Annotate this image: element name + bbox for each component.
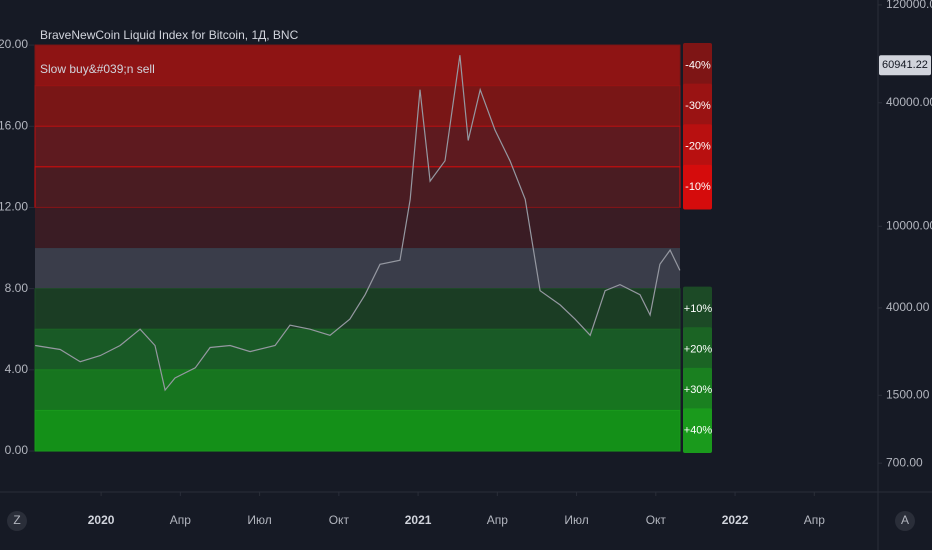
bands: -40% -30% -20% -10% +10% +20% +30% +40% [34,43,713,454]
band-label: +30% [684,384,713,396]
band-label: -10% [685,181,711,193]
indicator-name: Slow buy&#039;n sell [40,62,155,76]
band-label-box [683,124,712,169]
y-tick-label: 12.00 [0,200,28,214]
band-label-box [683,367,712,413]
band-label-box [683,408,712,454]
band [34,166,681,208]
band-label: +20% [684,343,713,355]
band-label-box [683,83,712,129]
y-tick-label: 16.00 [0,118,28,132]
band-label: -40% [685,59,711,71]
price-tag-label: 60941.22 [882,59,928,71]
band-label: -30% [685,100,711,112]
band [34,44,681,87]
x-tick-label: Окт [329,513,350,527]
band-label: +40% [684,425,713,437]
band [34,409,681,452]
x-tick-label: Апр [487,513,509,527]
band [35,207,680,249]
y2-tick-label: 1500.00 [886,387,930,401]
y-tick-label: 0.00 [5,443,29,457]
band-label-box [683,286,712,332]
x-tick-label: Июл [247,513,271,527]
x-tick-label: 2021 [405,513,432,527]
chart-title: BraveNewCoin Liquid Index for Bitcoin, 1… [40,28,299,42]
scale-button[interactable] [895,511,915,531]
band-label-box [683,327,712,372]
band-label-box [683,164,712,210]
band [34,328,681,371]
y2-tick-label: 10000.00 [886,218,932,232]
x-tick-label: Апр [804,513,826,527]
y2-tick-label: 120000.00 [886,0,932,11]
band [35,248,680,289]
x-tick-label: Окт [646,513,667,527]
band [34,288,681,330]
x-tick-label: Июл [564,513,588,527]
plot [35,55,681,392]
band [34,85,681,127]
x-tick-label: 2022 [722,513,749,527]
y2-tick-label: 4000.00 [886,300,930,314]
price-line [35,55,681,392]
band [34,369,681,411]
y-tick-label: 4.00 [5,362,29,376]
scale-button[interactable] [7,511,27,531]
y2-tick-label: 700.00 [886,455,923,469]
y-tick-label: 20.00 [0,37,28,51]
scale-button-label[interactable]: A [901,513,909,527]
band [34,125,681,168]
band-label: +10% [684,303,713,315]
price-tag [879,55,931,76]
band-label-box [683,43,712,88]
scale-button-label[interactable]: Z [13,513,20,527]
x-tick-label: Апр [170,513,192,527]
band-label: -20% [685,140,711,152]
x-tick-label: 2020 [88,513,115,527]
y-tick-label: 8.00 [5,281,29,295]
y2-tick-label: 40000.00 [886,95,932,109]
